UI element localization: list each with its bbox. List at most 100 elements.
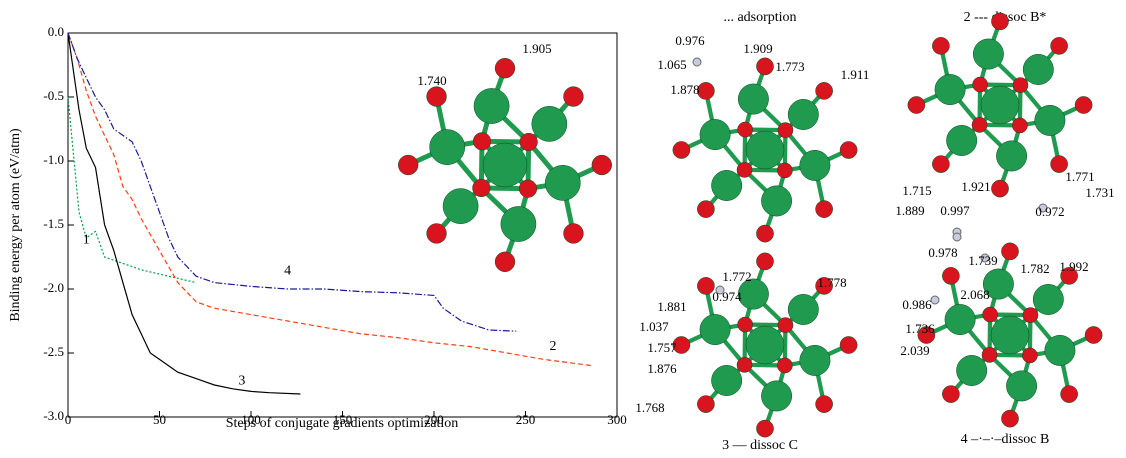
atom	[788, 99, 818, 129]
distance-label: 2.068	[960, 287, 989, 302]
distance-label: 0.997	[940, 203, 970, 218]
series-label: 1	[83, 233, 90, 248]
atom	[777, 358, 792, 373]
atom	[996, 141, 1026, 171]
atom	[1013, 78, 1028, 93]
atom	[756, 225, 773, 242]
distance-label: 1.731	[1085, 185, 1114, 200]
atom	[756, 58, 773, 75]
atom	[973, 39, 1003, 69]
atom	[840, 336, 857, 353]
panel-title: 4 –·–·–dissoc B	[961, 432, 1050, 447]
atom	[991, 316, 1029, 354]
atom	[737, 162, 752, 177]
distance-label: 2.039	[900, 343, 929, 358]
atom	[991, 180, 1008, 197]
atom	[761, 381, 791, 411]
atom	[983, 307, 998, 322]
atom	[746, 326, 784, 364]
atom	[398, 155, 418, 175]
atom	[1061, 386, 1078, 403]
atom	[738, 122, 753, 137]
distance-label: 1.992	[1059, 259, 1088, 274]
series-label: 4	[284, 263, 291, 278]
atom	[501, 206, 536, 241]
atom	[495, 58, 515, 78]
atom	[756, 253, 773, 270]
distance-label: 1.715	[902, 183, 931, 198]
atom	[519, 180, 537, 198]
atom	[483, 143, 527, 187]
atom	[564, 224, 584, 244]
atom	[991, 13, 1008, 30]
atom	[972, 117, 987, 132]
distance-label: 0.974	[712, 289, 742, 304]
distance-label: 0.986	[902, 297, 932, 312]
atom	[981, 86, 1019, 124]
distance-label: 1.878	[670, 82, 699, 97]
atom	[1023, 54, 1053, 84]
atom	[1035, 105, 1065, 135]
atom	[982, 347, 997, 362]
atom	[700, 119, 730, 149]
atom	[520, 133, 538, 151]
distance-label: 1.881	[657, 299, 686, 314]
series-label: 3	[238, 373, 245, 388]
atom	[1012, 118, 1027, 133]
distance-label: 1.768	[635, 400, 664, 415]
atom	[777, 163, 792, 178]
atom	[700, 314, 730, 344]
atom	[816, 201, 833, 218]
atom	[427, 87, 447, 107]
distance-label: 1.771	[1065, 169, 1094, 184]
distance-label: 1.909	[743, 41, 772, 56]
distance-label: 1.772	[722, 269, 751, 284]
atom	[564, 87, 584, 107]
atom	[945, 304, 975, 334]
y-axis-label: Binding energy per atom (eV/atm)	[8, 128, 23, 322]
x-tick-label: 250	[516, 412, 536, 427]
atom	[778, 318, 793, 333]
y-tick-label: -1.5	[43, 216, 64, 231]
atom	[473, 133, 491, 151]
x-tick-label: 150	[333, 412, 353, 427]
atom	[711, 170, 741, 200]
y-tick-label: -0.5	[43, 88, 64, 103]
panel-title: 3 — dissoc C	[722, 438, 798, 453]
atom	[761, 186, 791, 216]
atom	[932, 37, 949, 54]
atom	[932, 156, 949, 173]
distance-label: 1.739	[968, 253, 997, 268]
atom	[956, 355, 986, 385]
atom	[427, 224, 447, 244]
panel-title: ... adsorption	[723, 10, 796, 25]
atom	[1033, 284, 1063, 314]
atom	[800, 150, 830, 180]
atom	[495, 252, 515, 272]
atom	[942, 386, 959, 403]
atom	[430, 130, 465, 165]
atom	[738, 84, 768, 114]
x-tick-label: 200	[424, 412, 444, 427]
atom	[532, 106, 567, 141]
atom	[474, 88, 509, 123]
distance-label: 1.757	[647, 340, 677, 355]
distance-label: 0.978	[928, 245, 957, 260]
distance-label: 0.976	[675, 33, 705, 48]
atom	[778, 123, 793, 138]
hydrogen	[953, 233, 961, 241]
x-tick-label: 0	[65, 412, 72, 427]
atom	[1001, 243, 1018, 260]
hydrogen	[931, 296, 939, 304]
x-tick-label: 100	[241, 412, 261, 427]
atom	[800, 345, 830, 375]
atom	[1051, 37, 1068, 54]
atom	[946, 125, 976, 155]
atom	[738, 317, 753, 332]
atom	[697, 201, 714, 218]
y-tick-label: 0.0	[48, 24, 64, 39]
distance-label: 1.905	[522, 41, 551, 56]
atom	[935, 74, 965, 104]
atom	[942, 267, 959, 284]
atom	[443, 189, 478, 224]
